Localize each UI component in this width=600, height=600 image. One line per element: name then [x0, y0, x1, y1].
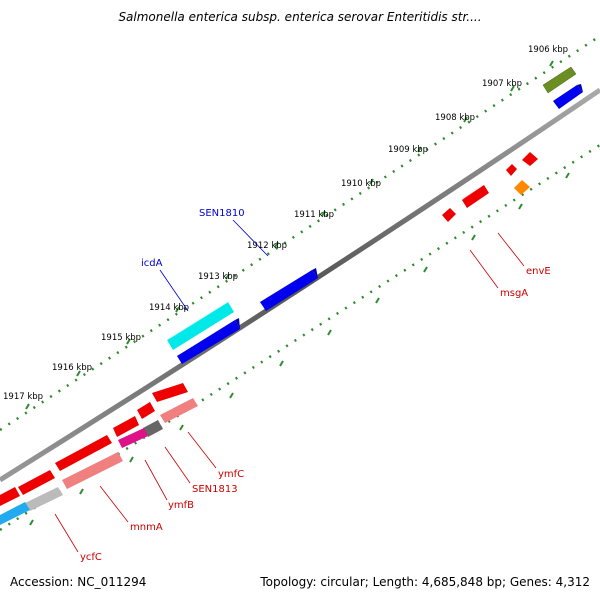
tick-label: 1907 kbp [482, 79, 522, 89]
gene-feature-sen1810[interactable] [260, 268, 318, 311]
gene-label-ycfc: ycfC [80, 552, 102, 563]
gene-feature[interactable] [177, 318, 240, 364]
gene-feature-ycfC[interactable] [0, 502, 30, 525]
leader-line [99, 485, 129, 523]
gene-feature[interactable] [113, 416, 139, 437]
gene-feature[interactable] [18, 470, 55, 495]
topology-label: Topology: circular; Length: 4,685,848 bp… [260, 575, 590, 589]
leader-line [497, 232, 525, 267]
gene-feature-ymfC[interactable] [152, 383, 188, 402]
gene-label-ymfb: ymfB [168, 500, 194, 511]
gene-label-ymfc: ymfC [218, 469, 244, 480]
inner-major-ticks [29, 172, 570, 526]
accession-label: Accession: NC_011294 [10, 575, 147, 589]
gene-feature-msgA[interactable] [442, 208, 456, 222]
leader-line [144, 459, 168, 501]
gene-label-enve: envE [526, 266, 551, 277]
gene-label-icda: icdA [141, 258, 163, 269]
tick-label: 1909 kbp [388, 145, 428, 155]
leader-line [232, 219, 269, 257]
gene-feature[interactable] [514, 180, 530, 195]
tick-label: 1913 kbp [198, 272, 238, 282]
tick-label: 1912 kbp [247, 241, 287, 251]
leader-line [469, 249, 499, 289]
map-title: Salmonella enterica subsp. enterica sero… [118, 10, 482, 24]
gene-feature[interactable] [542, 66, 577, 94]
gene-feature-icda[interactable] [167, 300, 234, 350]
gene-feature[interactable] [522, 152, 538, 166]
leader-line [187, 431, 217, 469]
gene-feature-SEN1813[interactable] [143, 420, 163, 437]
leader-line [54, 513, 79, 553]
gene-feature-pink[interactable] [160, 398, 198, 423]
gene-feature[interactable] [506, 164, 517, 176]
gene-feature-mnmA[interactable] [55, 435, 112, 471]
gene-feature-ymfB[interactable] [118, 428, 148, 448]
leader-line [159, 269, 189, 312]
tick-label: 1914 kbp [149, 303, 189, 313]
gene-label-sen1813: SEN1813 [192, 484, 238, 495]
gene-feature[interactable] [0, 487, 20, 506]
gene-feature[interactable] [553, 84, 583, 109]
gene-label-msga: msgA [500, 288, 528, 299]
tick-label: 1906 kbp [528, 45, 568, 55]
gene-feature[interactable] [62, 452, 123, 489]
tick-label: 1915 kbp [101, 333, 141, 343]
gene-label-mnma: mnmA [130, 522, 163, 533]
tick-label: 1911 kbp [294, 210, 334, 220]
gene-feature[interactable] [137, 402, 155, 419]
gene-label-sen1810: SEN1810 [199, 208, 245, 219]
tick-label: 1917 kbp [3, 392, 43, 402]
tick-label: 1910 kbp [341, 179, 381, 189]
tick-label: 1916 kbp [52, 363, 92, 373]
gene-feature-envE[interactable] [462, 183, 489, 208]
tick-label: 1908 kbp [435, 113, 475, 123]
outer-major-ticks [25, 60, 554, 410]
gene-feature[interactable] [25, 487, 63, 511]
leader-line [164, 446, 191, 484]
